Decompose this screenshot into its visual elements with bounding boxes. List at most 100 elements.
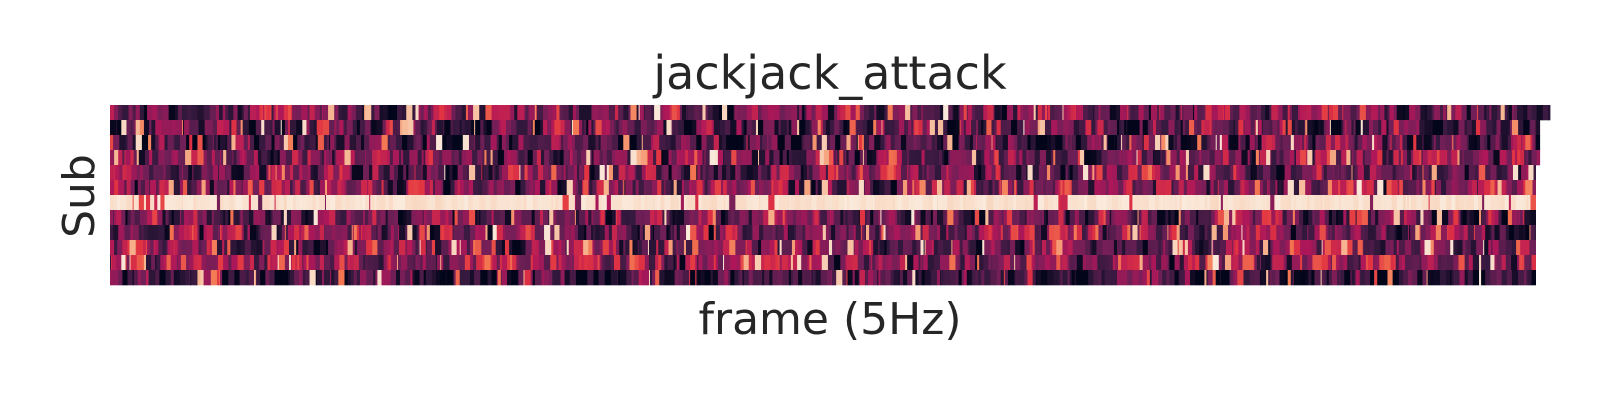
heatmap-cell xyxy=(958,165,966,181)
heatmap-cell xyxy=(958,135,960,151)
heatmap-cell xyxy=(1451,105,1456,121)
heatmap-cell xyxy=(564,210,571,226)
heatmap-cell xyxy=(872,255,876,271)
heatmap-cell xyxy=(746,135,749,151)
heatmap-cell xyxy=(681,180,685,196)
heatmap-cell xyxy=(363,255,366,271)
heatmap-cell xyxy=(392,255,398,271)
heatmap-cell xyxy=(183,120,185,136)
heatmap-cell xyxy=(1340,180,1347,196)
heatmap-cell xyxy=(1385,225,1387,241)
heatmap-cell xyxy=(1043,195,1049,211)
heatmap-cell xyxy=(355,180,362,196)
heatmap-cell xyxy=(1520,195,1524,211)
heatmap-cell xyxy=(1170,150,1178,166)
heatmap-cell xyxy=(1385,240,1389,256)
heatmap-cell xyxy=(524,255,532,271)
heatmap-cell xyxy=(851,165,857,181)
heatmap-cell xyxy=(730,165,736,181)
heatmap-cell xyxy=(644,105,652,121)
heatmap-cell xyxy=(1490,180,1495,196)
heatmap-cell xyxy=(650,210,655,226)
heatmap-cell xyxy=(1092,225,1096,241)
heatmap-cell xyxy=(482,180,488,196)
heatmap-cell xyxy=(958,225,966,241)
heatmap-cell xyxy=(387,270,392,286)
heatmap-cell xyxy=(859,210,866,226)
heatmap-cell xyxy=(801,255,808,271)
heatmap-cell xyxy=(408,180,414,196)
heatmap-cell xyxy=(1386,195,1392,211)
heatmap-cell xyxy=(781,240,788,256)
heatmap-cell xyxy=(965,120,971,136)
heatmap-cell xyxy=(322,105,329,121)
heatmap-cell xyxy=(1488,105,1490,121)
heatmap-cell xyxy=(476,255,483,271)
heatmap-cell xyxy=(1332,165,1335,181)
heatmap-cell xyxy=(212,225,219,241)
heatmap-cell xyxy=(1302,135,1305,151)
heatmap-cell xyxy=(1316,240,1323,256)
heatmap-cell xyxy=(206,120,214,136)
heatmap-cell xyxy=(726,180,728,196)
heatmap-cell xyxy=(347,225,353,241)
heatmap-cell xyxy=(1179,255,1185,271)
heatmap-cell xyxy=(1433,240,1438,256)
heatmap-cell xyxy=(643,180,647,196)
heatmap-cell xyxy=(247,150,255,166)
heatmap-cell xyxy=(925,210,928,226)
heatmap-cell xyxy=(220,210,224,226)
heatmap-cell xyxy=(928,150,935,166)
heatmap-cell xyxy=(436,255,438,271)
heatmap-cell xyxy=(1169,165,1176,181)
heatmap-cell xyxy=(1384,105,1388,121)
heatmap-cell xyxy=(1171,225,1178,241)
heatmap-cell xyxy=(557,150,559,166)
heatmap-cell xyxy=(650,225,652,241)
heatmap-cell xyxy=(426,120,430,136)
heatmap-cell xyxy=(400,105,403,121)
heatmap-cell xyxy=(884,180,892,196)
heatmap-cell xyxy=(259,180,265,196)
heatmap-cell xyxy=(299,255,303,271)
heatmap-cell xyxy=(249,165,254,181)
heatmap-cell xyxy=(807,255,810,271)
heatmap-cell xyxy=(1377,135,1383,151)
heatmap-cell xyxy=(1416,180,1420,196)
heatmap-cell xyxy=(815,105,823,121)
heatmap-cell xyxy=(823,150,830,166)
heatmap-cell xyxy=(632,180,636,196)
heatmap-cell xyxy=(593,120,596,136)
heatmap-cell xyxy=(1525,225,1528,241)
heatmap-cell xyxy=(1270,240,1273,256)
heatmap-cell xyxy=(1322,240,1326,256)
heatmap-cell xyxy=(415,120,422,136)
heatmap-cell xyxy=(473,180,479,196)
heatmap-cell xyxy=(1016,165,1022,181)
heatmap-cell xyxy=(1524,150,1526,166)
heatmap-cell xyxy=(669,210,674,226)
heatmap-cell xyxy=(1447,120,1449,136)
heatmap-cell xyxy=(748,210,753,226)
heatmap-cell xyxy=(1241,225,1243,241)
heatmap-cell xyxy=(723,240,730,256)
heatmap-cell xyxy=(873,120,877,136)
heatmap-cell xyxy=(1496,120,1502,136)
heatmap-cell xyxy=(1377,150,1383,166)
heatmap-cell xyxy=(1223,165,1231,181)
heatmap-cell xyxy=(127,135,134,151)
heatmap-cell xyxy=(1050,105,1055,121)
heatmap-cell xyxy=(1482,255,1485,271)
heatmap-cell xyxy=(645,165,648,181)
heatmap-cell xyxy=(1046,150,1052,166)
heatmap-cell xyxy=(771,180,774,196)
heatmap-cell xyxy=(948,105,953,121)
heatmap-cell xyxy=(1370,240,1375,256)
heatmap-cell xyxy=(183,180,188,196)
heatmap-cell xyxy=(457,165,464,181)
heatmap-cell xyxy=(260,165,267,181)
heatmap-cell xyxy=(1118,255,1122,271)
heatmap-cell xyxy=(1100,180,1107,196)
heatmap-cell xyxy=(670,270,676,286)
heatmap-cell xyxy=(1455,105,1462,121)
